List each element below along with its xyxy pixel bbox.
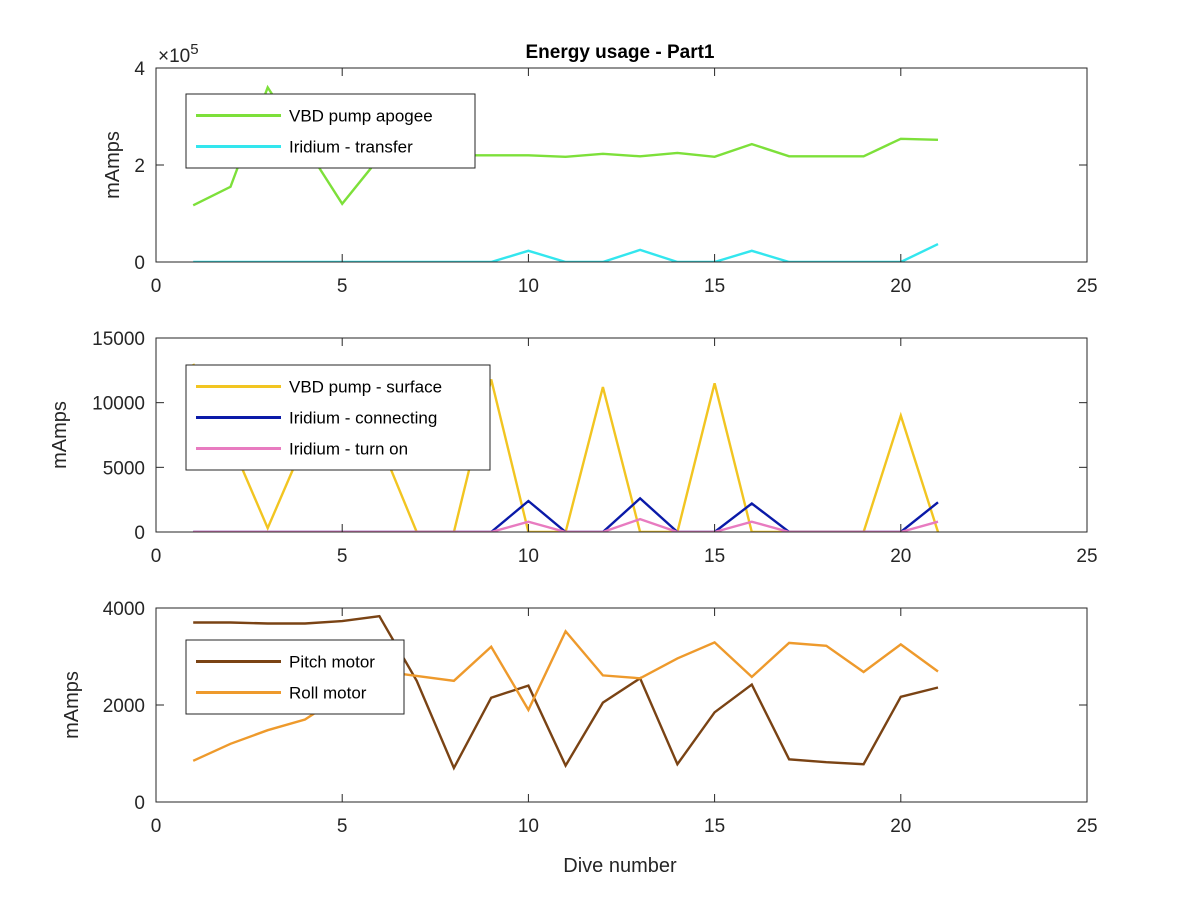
legend-label: Iridium - connecting xyxy=(289,409,437,428)
legend-label: Iridium - turn on xyxy=(289,440,408,459)
y-exponent-power: 5 xyxy=(190,41,198,58)
x-tick-label: 5 xyxy=(337,546,348,567)
legend-label: VBD pump apogee xyxy=(289,107,433,126)
y-tick-label: 5000 xyxy=(103,458,145,479)
y-axis-label: mAmps xyxy=(49,401,71,469)
x-tick-label: 10 xyxy=(518,546,539,567)
y-tick-label: 0 xyxy=(134,523,145,544)
y-tick-label: 4000 xyxy=(103,599,145,620)
y-tick-label: 2000 xyxy=(103,696,145,717)
subplot-3: 0 5 10 15 20 25 0 2000 4000 mAmps Pitch motor Roll … xyxy=(61,599,1098,837)
x-tick-label: 20 xyxy=(890,546,911,567)
y-tick-label: 2 xyxy=(134,156,145,177)
x-tick-label: 0 xyxy=(151,546,162,567)
legend-label: Roll motor xyxy=(289,684,367,703)
x-tick-label: 5 xyxy=(337,276,348,297)
y-tick-label: 4 xyxy=(134,59,145,80)
x-tick-label: 15 xyxy=(704,546,725,567)
legend: Pitch motor Roll motor xyxy=(185,639,405,715)
x-tick-label: 25 xyxy=(1076,546,1097,567)
x-tick-label: 15 xyxy=(704,816,725,837)
subplot-2: 0 5 10 15 20 25 0 5000 10000 15000 mAmps VBD pump -… xyxy=(49,329,1098,567)
figure-title: Energy usage - Part1 xyxy=(525,42,714,63)
axes-box xyxy=(155,337,1088,533)
x-tick-label: 20 xyxy=(890,276,911,297)
x-tick-label: 0 xyxy=(151,276,162,297)
legend-box xyxy=(185,93,476,169)
x-axis-label: Dive number xyxy=(563,855,677,877)
y-axis-label: mAmps xyxy=(61,671,83,739)
y-tick-label: 10000 xyxy=(92,394,145,415)
x-tick-label: 5 xyxy=(337,816,348,837)
y-tick-label: 0 xyxy=(134,793,145,814)
x-tick-label: 20 xyxy=(890,816,911,837)
y-tick-label: 15000 xyxy=(92,329,145,350)
y-axis-label: mAmps xyxy=(102,131,124,199)
legend: VBD pump apogee Iridium - transfer xyxy=(185,93,476,169)
y-tick-label: 0 xyxy=(134,253,145,274)
legend-box xyxy=(185,639,405,715)
x-tick-label: 15 xyxy=(704,276,725,297)
legend-label: Iridium - transfer xyxy=(289,138,413,157)
x-tick-label: 25 xyxy=(1076,816,1097,837)
x-tick-label: 10 xyxy=(518,276,539,297)
x-tick-label: 25 xyxy=(1076,276,1097,297)
series-line-1 xyxy=(193,614,939,771)
x-tick-label: 0 xyxy=(151,816,162,837)
legend: VBD pump - surface Iridium - connecting Ir… xyxy=(185,364,491,471)
legend-label: Pitch motor xyxy=(289,653,375,672)
legend-label: VBD pump - surface xyxy=(289,378,442,397)
x-tick-label: 10 xyxy=(518,816,539,837)
